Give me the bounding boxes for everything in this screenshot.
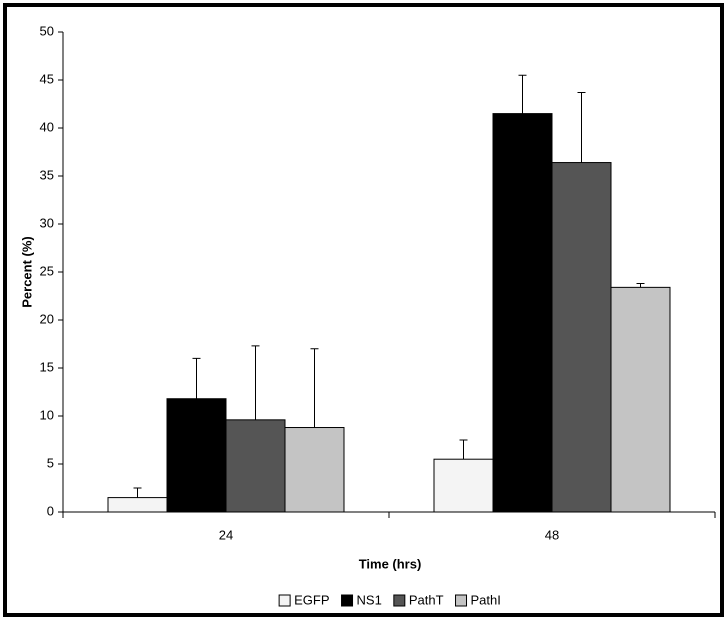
y-tick-label: 50 [40,23,54,38]
legend-swatch [455,594,468,607]
error-bar [192,357,201,399]
legend-swatch [341,594,354,607]
bar [225,419,286,513]
x-axis-label: Time (hrs) [359,556,422,571]
error-bar [518,74,527,114]
legend-label: EGFP [294,592,329,607]
error-bar [577,91,586,163]
y-tick-label: 10 [40,407,54,422]
bar [433,458,494,513]
legend-label: PathT [409,592,444,607]
y-tick-label: 20 [40,311,54,326]
error-bar [251,345,260,420]
bar [610,286,671,513]
y-tick-label: 40 [40,119,54,134]
x-tick-label: 24 [219,527,233,542]
x-tick-label: 48 [545,527,559,542]
legend-label: NS1 [357,592,382,607]
error-bar [636,283,645,288]
y-tick-label: 25 [40,263,54,278]
bar [284,427,345,513]
bar [551,162,612,513]
bar [492,113,553,513]
y-tick-label: 0 [47,503,54,518]
y-axis-label: Percent (%) [19,236,34,308]
bar [107,497,168,513]
bar [166,398,227,513]
y-tick-label: 15 [40,359,54,374]
legend-swatch [278,594,291,607]
y-tick-label: 45 [40,71,54,86]
legend-label: PathI [471,592,501,607]
legend-swatch [393,594,406,607]
error-bar [133,487,142,498]
error-bar [459,439,468,460]
error-bar [310,348,319,428]
y-tick-label: 5 [47,455,54,470]
y-tick-label: 30 [40,215,54,230]
y-tick-label: 35 [40,167,54,182]
